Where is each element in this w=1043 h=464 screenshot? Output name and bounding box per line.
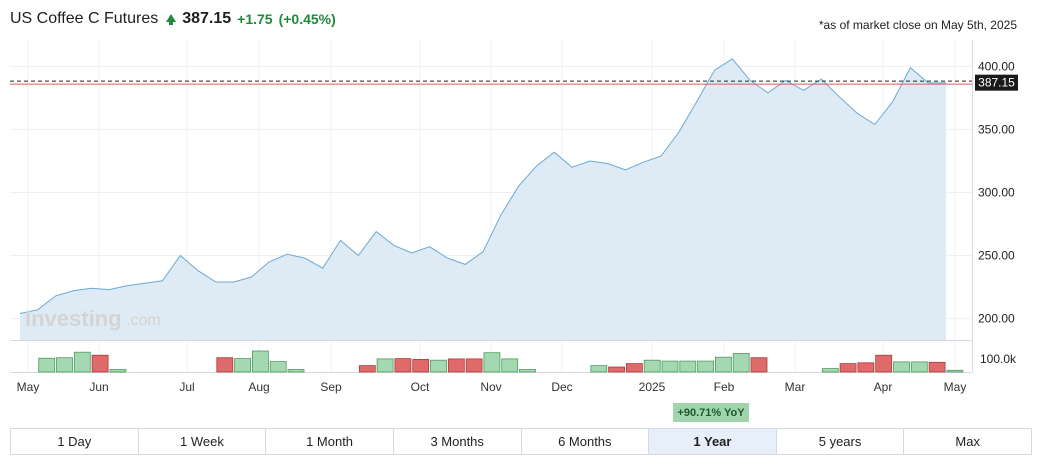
range-button-1-year[interactable]: 1 Year — [649, 429, 777, 454]
watermark-brand: Investing — [25, 306, 122, 331]
x-tick-label-5: Oct — [411, 380, 430, 394]
volume-bar-20 — [590, 365, 608, 373]
volume-bar-1 — [56, 357, 73, 373]
price-line — [19, 58, 946, 314]
as-of-note: *as of market close on May 5th, 2025 — [818, 18, 1017, 32]
x-tick-label-4: Sep — [320, 380, 342, 394]
volume-bar-12 — [394, 358, 412, 373]
range-button-1-month[interactable]: 1 Month — [266, 429, 394, 454]
price-change-percent: (+0.45%) — [278, 11, 336, 27]
volume-bar-10 — [358, 365, 376, 373]
volume-tick-label: 100.0k — [980, 352, 1017, 366]
price-area — [19, 58, 947, 341]
x-tick-label-12: May — [944, 380, 967, 394]
price-change: +1.75 — [237, 11, 273, 27]
time-range-selector: 1 Day 1 Week 1 Month 3 Months 6 Months 1 Year… — [10, 428, 1032, 455]
investing-watermark: Investing .com — [25, 306, 161, 331]
y-axis: 200.00 250.00 300.00 350.00 400.00 100.0k — [978, 59, 1017, 366]
volume-bar-29 — [750, 357, 768, 373]
volume-bar-4 — [109, 369, 127, 373]
volume-bar-11 — [376, 358, 394, 373]
y-tick-label-1: 250.00 — [978, 249, 1015, 263]
x-tick-label-7: Dec — [551, 380, 572, 394]
volume-bar-25 — [679, 360, 697, 373]
volume-bar-26 — [697, 360, 714, 373]
volume-bar-24 — [661, 360, 679, 373]
volume-bar-6 — [234, 358, 252, 373]
last-price-tag-label: 387.15 — [978, 76, 1015, 90]
range-button-6-months[interactable]: 6 Months — [522, 429, 650, 454]
volume-bar-34 — [893, 361, 910, 373]
y-tick-label-2: 300.00 — [978, 186, 1015, 200]
chart-header: US Coffee C Futures 387.15 +1.75 (+0.45%… — [10, 8, 336, 30]
volume-bar-33 — [875, 354, 893, 373]
volume-bars — [38, 350, 964, 373]
volume-bar-15 — [447, 358, 465, 373]
volume-bar-0 — [38, 357, 56, 373]
range-button-max[interactable]: Max — [955, 434, 980, 449]
volume-bar-31 — [839, 363, 857, 373]
y-tick-label-3: 350.00 — [978, 122, 1015, 136]
price-chart[interactable]: Investing .com 387.15 200.00 250.00 300.00… — [0, 0, 1043, 400]
range-button-5-years[interactable]: 5 years — [777, 429, 905, 454]
volume-bar-5 — [216, 357, 234, 373]
x-tick-label-0: May — [17, 380, 40, 394]
range-button-1-day[interactable]: 1 Day — [11, 429, 139, 454]
volume-bar-36 — [928, 361, 946, 373]
x-tick-label-8: 2025 — [639, 380, 666, 394]
x-tick-label-3: Aug — [248, 380, 269, 394]
volume-bar-37 — [946, 369, 964, 373]
volume-bar-2 — [73, 351, 91, 373]
x-tick-label-10: Mar — [785, 380, 806, 394]
volume-bar-19 — [519, 369, 536, 373]
volume-bar-13 — [412, 358, 430, 373]
volume-bar-17 — [483, 352, 501, 373]
volume-bar-3 — [91, 354, 109, 373]
last-price-tag — [975, 74, 1018, 91]
x-tick-label-2: Jul — [179, 380, 194, 394]
volume-bar-9 — [287, 369, 305, 373]
volume-bar-21 — [608, 366, 625, 373]
volume-bar-22 — [626, 363, 643, 373]
volume-bar-35 — [910, 361, 928, 373]
price-area-fill — [20, 58, 946, 341]
volume-bar-28 — [732, 353, 750, 373]
range-button-1-week[interactable]: 1 Week — [139, 429, 267, 454]
volume-bar-23 — [643, 359, 661, 373]
volume-bar-32 — [857, 362, 875, 373]
volume-bar-27 — [715, 356, 732, 373]
instrument-title: US Coffee C Futures — [10, 10, 159, 27]
volume-bar-14 — [430, 359, 447, 373]
x-tick-label-11: Apr — [874, 380, 893, 394]
volume-bar-7 — [251, 350, 269, 373]
x-tick-label-9: Feb — [714, 380, 735, 394]
yoy-badge: +90.71% YoY — [673, 403, 749, 422]
last-price-line: 387.15 — [10, 74, 1018, 91]
x-axis: May Jun Jul Aug Sep Oct Nov Dec 2025 Feb Mar Apr May — [17, 380, 967, 394]
range-button-3-months[interactable]: 3 Months — [394, 429, 522, 454]
volume-bar-18 — [501, 358, 519, 373]
volume-bar-16 — [465, 358, 483, 373]
volume-bar-30 — [821, 368, 839, 373]
watermark-suffix: .com — [126, 312, 161, 329]
last-price: 387.15 — [182, 10, 232, 27]
y-tick-label-4: 400.00 — [978, 59, 1015, 73]
arrow-up-icon — [166, 14, 177, 25]
volume-bar-8 — [269, 361, 287, 373]
y-tick-label-0: 200.00 — [978, 312, 1015, 326]
x-tick-label-1: Jun — [89, 380, 108, 394]
x-tick-label-6: Nov — [480, 380, 501, 394]
